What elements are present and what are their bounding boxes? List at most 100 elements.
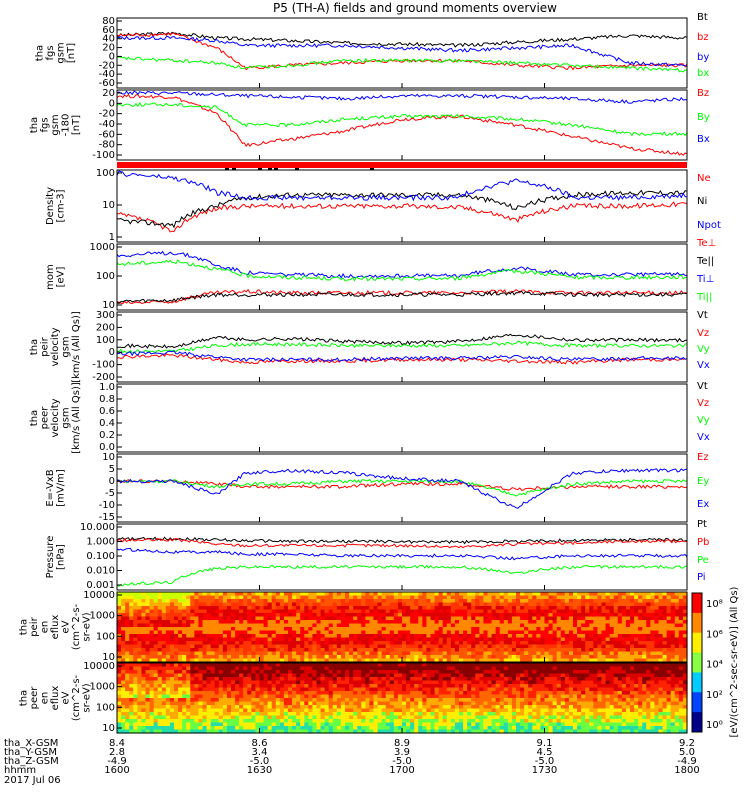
spectrogram-cell: [642, 648, 647, 652]
spectrogram-cell: [561, 641, 566, 645]
spectrogram-cell: [549, 638, 554, 642]
spectrogram-cell: [215, 620, 220, 624]
spectrogram-cell: [178, 719, 183, 723]
spectrogram-cell: [447, 610, 452, 614]
spectrogram-cell: [382, 606, 387, 610]
spectrogram-cell: [357, 641, 362, 645]
spectrogram-cell: [300, 655, 305, 659]
spectrogram-cell: [614, 613, 619, 617]
spectrogram-cell: [479, 617, 484, 621]
spectrogram-cell: [504, 681, 509, 685]
spectrogram-cell: [166, 603, 171, 607]
spectrogram-cell: [194, 645, 199, 649]
spectrogram-cell: [154, 723, 159, 727]
spectrogram-cell: [141, 648, 146, 652]
spectrogram-cell: [166, 681, 171, 685]
spectrogram-cell: [516, 613, 521, 617]
spectrogram-cell: [296, 695, 301, 699]
spectrogram-cell: [467, 620, 472, 624]
spectrogram-cell: [215, 627, 220, 631]
spectrogram-cell: [194, 691, 199, 695]
spectrogram-cell: [435, 655, 440, 659]
spectrogram-cell: [280, 617, 285, 621]
spectrogram-cell: [402, 645, 407, 649]
spectrogram-cell: [357, 688, 362, 692]
spectrogram-cell: [150, 709, 155, 713]
panel-ylabel: eflux: [50, 615, 61, 640]
spectrogram-cell: [317, 617, 322, 621]
spectrogram-cell: [585, 620, 590, 624]
spectrogram-cell: [447, 606, 452, 610]
spectrogram-cell: [557, 603, 562, 607]
spectrogram-cell: [646, 641, 651, 645]
spectrogram-cell: [369, 702, 374, 706]
spectrogram-cell: [532, 655, 537, 659]
spectrogram-cell: [414, 645, 419, 649]
spectrogram-cell: [418, 634, 423, 638]
spectrogram-cell: [308, 681, 313, 685]
spectrogram-cell: [606, 648, 611, 652]
spectrogram-cell: [170, 627, 175, 631]
spectrogram-cell: [276, 702, 281, 706]
spectrogram-cell: [255, 596, 260, 600]
spectrogram-cell: [182, 599, 187, 603]
spectrogram-cell: [410, 663, 415, 667]
spectrogram-cell: [353, 702, 358, 706]
spectrogram-cell: [447, 719, 452, 723]
spectrogram-cell: [610, 645, 615, 649]
spectrogram-cell: [321, 631, 326, 635]
spectrogram-cell: [121, 698, 126, 702]
spectrogram-cell: [508, 684, 513, 688]
spectrogram-cell: [654, 606, 659, 610]
spectrogram-cell: [630, 652, 635, 656]
spectrogram-cell: [569, 645, 574, 649]
spectrogram-cell: [475, 648, 480, 652]
spectrogram-cell: [443, 610, 448, 614]
spectrogram-cell: [369, 670, 374, 674]
spectrogram-cell: [321, 606, 326, 610]
spectrogram-cell: [597, 596, 602, 600]
series-line-Te||: [117, 291, 687, 303]
spectrogram-cell: [394, 652, 399, 656]
spectrogram-cell: [431, 631, 436, 635]
spectrogram-cell: [260, 726, 265, 730]
spectrogram-cell: [626, 620, 631, 624]
spectrogram-cell: [610, 627, 615, 631]
spectrogram-cell: [150, 684, 155, 688]
panel-frame: [117, 170, 687, 242]
spectrogram-cell: [133, 603, 138, 607]
spectrogram-cell: [300, 620, 305, 624]
spectrogram-cell: [634, 610, 639, 614]
spectrogram-cell: [333, 716, 338, 720]
spectrogram-cell: [406, 698, 411, 702]
spectrogram-cell: [325, 716, 330, 720]
spectrogram-cell: [565, 627, 570, 631]
spectrogram-cell: [463, 670, 468, 674]
y-tick-label: 0.4: [99, 418, 115, 429]
spectrogram-cell: [394, 674, 399, 678]
spectrogram-cell: [219, 702, 224, 706]
spectrogram-cell: [308, 641, 313, 645]
spectrogram-cell: [284, 613, 289, 617]
spectrogram-cell: [398, 645, 403, 649]
spectrogram-cell: [194, 674, 199, 678]
spectrogram-cell: [154, 691, 159, 695]
spectrogram-cell: [255, 663, 260, 667]
spectrogram-cell: [337, 638, 342, 642]
spectrogram-cell: [231, 681, 236, 685]
spectrogram-cell: [178, 648, 183, 652]
spectrogram-cell: [471, 723, 476, 727]
spectrogram-cell: [663, 603, 668, 607]
spectrogram-cell: [190, 613, 195, 617]
spectrogram-cell: [386, 705, 391, 709]
spectrogram-cell: [194, 723, 199, 727]
spectrogram-cell: [593, 610, 598, 614]
spectrogram-cell: [353, 592, 358, 596]
spectrogram-cell: [422, 691, 427, 695]
spectrogram-cell: [589, 638, 594, 642]
spectrogram-cell: [508, 638, 513, 642]
spectrogram-cell: [247, 709, 252, 713]
spectrogram-cell: [211, 655, 216, 659]
spectrogram-cell: [312, 698, 317, 702]
spectrogram-cell: [528, 613, 533, 617]
